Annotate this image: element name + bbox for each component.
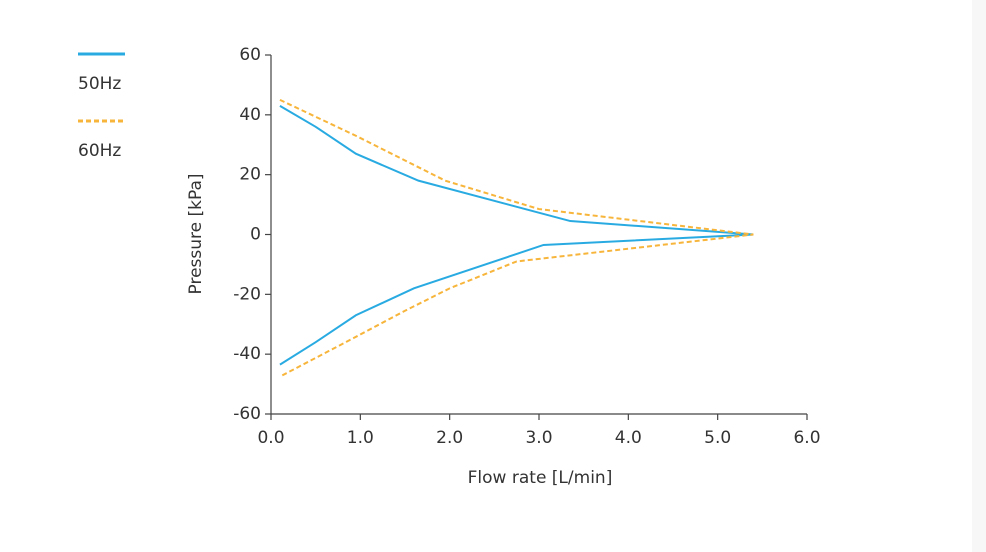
x-tick-label: 0.0 [257, 428, 284, 448]
x-tick-label: 4.0 [615, 428, 642, 448]
y-axis-label: Pressure [kPa] [186, 173, 206, 294]
y-tick-label: 20 [239, 165, 261, 185]
x-tick-label: 5.0 [704, 428, 731, 448]
series-line [279, 98, 754, 378]
legend-label: 50Hz [78, 74, 121, 94]
y-tick-label: 0 [250, 225, 261, 245]
y-tick-label: -20 [233, 284, 261, 304]
series-line [279, 104, 754, 366]
y-tick-label: -60 [233, 404, 261, 424]
y-tick-label: 40 [239, 105, 261, 125]
x-axis-label: Flow rate [L/min] [468, 468, 613, 488]
x-tick-label: 3.0 [525, 428, 552, 448]
y-tick-label: 60 [239, 45, 261, 65]
x-tick-label: 6.0 [793, 428, 820, 448]
x-tick-label: 2.0 [436, 428, 463, 448]
edge-strip [972, 0, 986, 552]
y-tick-label: -40 [233, 344, 261, 364]
legend-label: 60Hz [78, 141, 121, 161]
x-tick-label: 1.0 [347, 428, 374, 448]
